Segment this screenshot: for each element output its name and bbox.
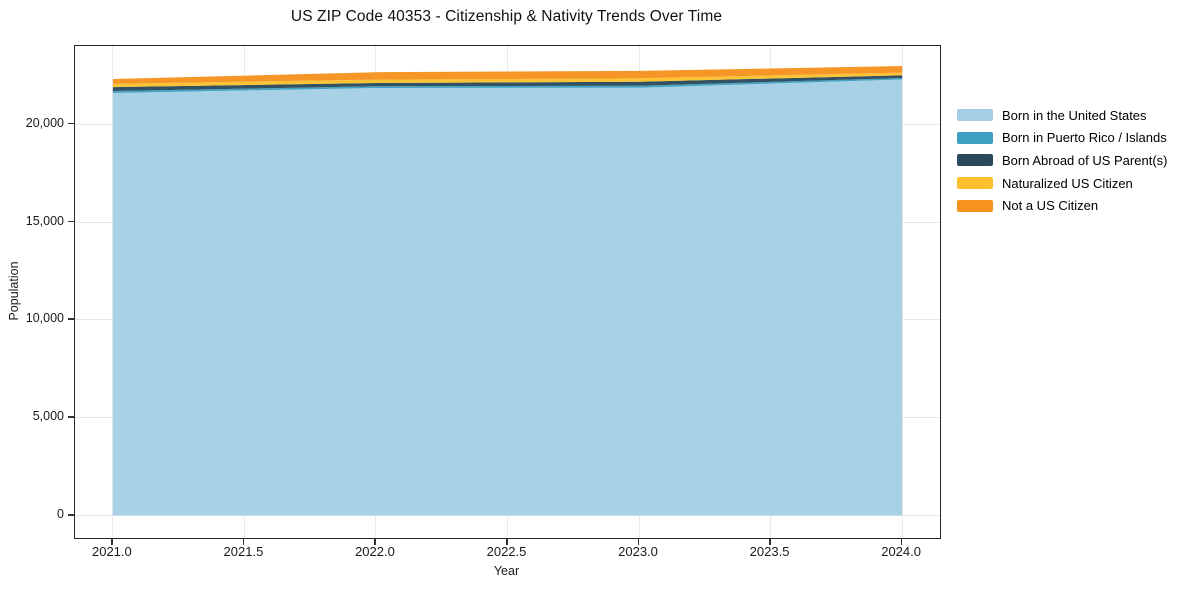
- legend-label: Born in Puerto Rico / Islands: [1002, 130, 1167, 146]
- y-tick-label: 10,000: [25, 311, 64, 326]
- area-series: [112, 66, 903, 84]
- x-tick-mark: [637, 538, 640, 545]
- legend-item: Born Abroad of US Parent(s): [957, 149, 1167, 172]
- legend-item: Born in Puerto Rico / Islands: [957, 127, 1167, 150]
- x-tick-mark: [769, 538, 771, 545]
- y-tick-label: 5,000: [32, 409, 64, 424]
- y-tick-label: 20,000: [25, 115, 64, 130]
- legend-swatch: [957, 109, 993, 122]
- y-tick-mark: [67, 318, 74, 320]
- x-tick-label: 2024.0: [881, 544, 921, 559]
- legend-swatch: [957, 177, 993, 190]
- legend: Born in the United States Born in Puerto …: [957, 104, 1167, 217]
- area-series: [112, 78, 903, 93]
- y-tick-mark: [67, 416, 74, 418]
- plot-area: [74, 45, 941, 539]
- gridline-vertical: [112, 46, 114, 538]
- chart-title: US ZIP Code 40353 - Citizenship & Nativi…: [290, 8, 723, 25]
- gridline-vertical: [901, 46, 903, 538]
- x-tick-label: 2021.0: [91, 544, 132, 559]
- legend-swatch: [957, 131, 993, 144]
- y-tick-label: 15,000: [25, 213, 64, 228]
- legend-label: Born in the United States: [1002, 107, 1147, 123]
- legend-item: Born in the United States: [957, 104, 1167, 127]
- legend-label: Not a US Citizen: [1002, 198, 1099, 214]
- y-tick-mark: [67, 220, 74, 223]
- area-series: [112, 75, 903, 91]
- legend-item: Not a US Citizen: [957, 194, 1167, 217]
- x-tick-mark: [111, 538, 113, 545]
- y-tick-mark: [67, 514, 74, 516]
- legend-swatch: [957, 154, 993, 167]
- legend-label: Naturalized US Citizen: [1002, 175, 1133, 191]
- stacked-area-chart: [112, 66, 903, 516]
- x-tick-label: 2023.0: [618, 544, 658, 559]
- x-tick-mark: [242, 538, 245, 545]
- legend-label: Born Abroad of US Parent(s): [1002, 152, 1168, 168]
- x-axis-label: Year: [493, 564, 520, 578]
- plot-inner: [75, 46, 940, 538]
- area-series: [112, 79, 903, 516]
- y-tick-label: 0: [57, 507, 64, 521]
- x-tick-label: 2022.5: [486, 544, 527, 559]
- x-tick-mark: [506, 538, 508, 545]
- y-axis-label: Population: [7, 261, 21, 321]
- x-tick-mark: [900, 538, 903, 545]
- legend-swatch: [957, 199, 993, 212]
- x-tick-label: 2022.0: [355, 544, 395, 559]
- legend-item: Naturalized US Citizen: [957, 172, 1167, 195]
- x-tick-mark: [374, 538, 376, 545]
- x-tick-label: 2021.5: [223, 544, 264, 559]
- x-tick-label: 2023.5: [749, 544, 790, 559]
- y-tick-mark: [67, 122, 74, 125]
- area-series: [112, 72, 903, 88]
